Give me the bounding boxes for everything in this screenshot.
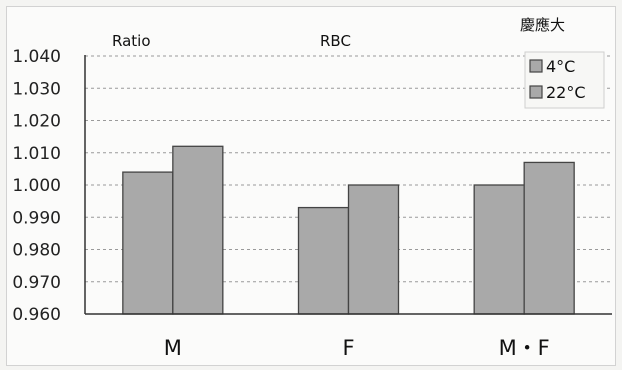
y-tick-label: 1.040 xyxy=(12,47,61,67)
legend-swatch xyxy=(529,85,543,99)
bar xyxy=(172,145,224,315)
y-tick-label: 1.000 xyxy=(12,176,61,196)
x-category-label: F xyxy=(342,336,354,360)
bar xyxy=(347,184,400,315)
y-tick-label: 0.970 xyxy=(12,273,61,293)
org-label: 慶應大 xyxy=(520,16,565,34)
bar xyxy=(297,206,350,315)
bar xyxy=(473,184,525,315)
bars xyxy=(122,145,575,315)
x-category-label: M xyxy=(164,336,182,360)
x-category-labels: M F M・F xyxy=(164,336,550,360)
x-category-label: M・F xyxy=(499,336,550,360)
rbc-label: RBC xyxy=(320,32,351,50)
legend-label: 4°C xyxy=(546,57,575,76)
y-tick-label: 1.020 xyxy=(12,112,61,132)
legend-swatch xyxy=(529,59,543,73)
axes xyxy=(84,55,612,315)
bar xyxy=(122,171,174,315)
y-tick-label: 1.010 xyxy=(12,144,61,164)
bar xyxy=(523,161,575,315)
y-tick-label: 1.030 xyxy=(12,79,61,99)
legend-label: 22°C xyxy=(546,83,586,102)
y-tick-label: 0.980 xyxy=(12,241,61,261)
ratio-label: Ratio xyxy=(112,32,151,50)
y-tick-labels: 0.960 0.970 0.980 0.990 1.000 1.010 1.020 1.030… xyxy=(12,47,61,325)
y-tick-label: 0.960 xyxy=(12,305,61,325)
y-tick-label: 0.990 xyxy=(12,208,61,228)
legend: 4°C 22°C xyxy=(524,51,605,109)
